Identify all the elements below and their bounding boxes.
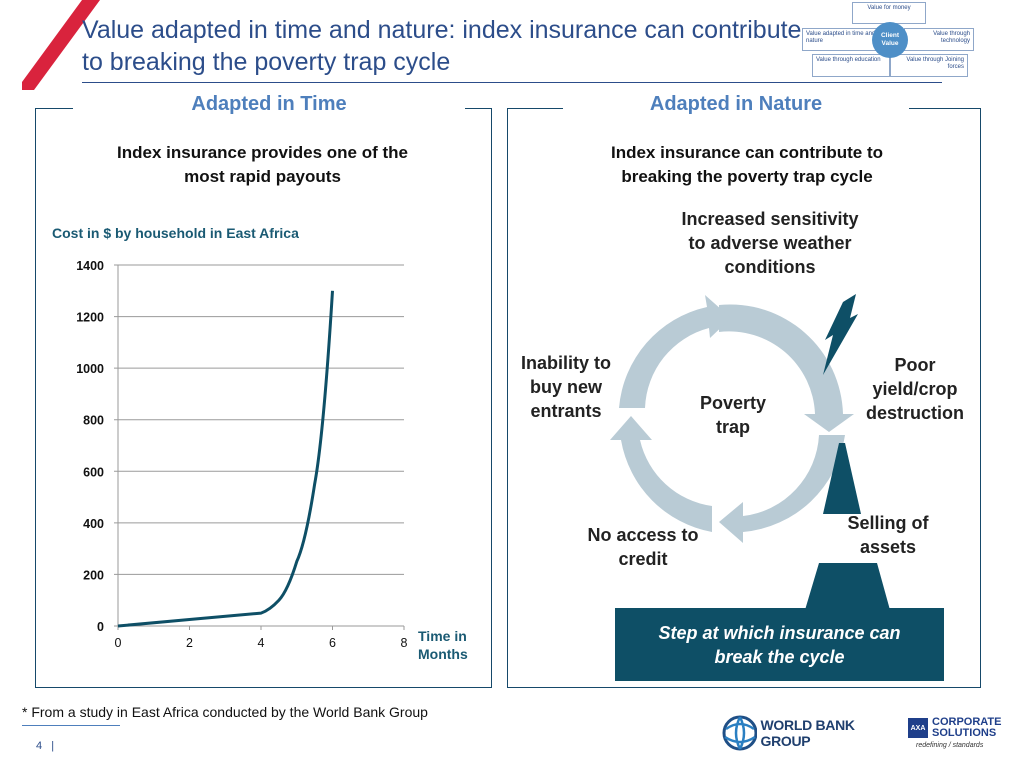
value-diagram-bottom-left: Value through education [812, 54, 890, 77]
lightning-bolt-icon [823, 294, 858, 375]
y-tick-label: 1000 [76, 362, 104, 376]
left-panel-subtitle: Index insurance provides one of the most… [117, 143, 408, 186]
cycle-label-bottom-right: Selling of assets [847, 513, 929, 557]
poverty-cycle-diagram [610, 294, 890, 610]
y-tick-label: 600 [83, 465, 104, 479]
value-diagram-left: Value adapted in time and nature [802, 28, 880, 51]
footnote-rule [22, 725, 120, 726]
footnote: * From a study in East Africa conducted … [22, 704, 428, 720]
left-panel-heading: Adapted in Time [73, 93, 465, 121]
cycle-arrow-4 [619, 295, 731, 408]
x-tick-label: 2 [186, 636, 193, 650]
axa-logo: AXA CORPORATE SOLUTIONS redefining / sta… [908, 716, 1008, 756]
y-tick-label: 200 [83, 568, 104, 582]
red-slash-decoration [22, 0, 100, 90]
callout-pointer-shape [805, 563, 890, 610]
title-rule [82, 82, 942, 83]
x-axis-label: Time in Months [418, 628, 468, 662]
cycle-label-top: Increased sensitivity to adverse weather… [681, 209, 859, 277]
axa-tagline: redefining / standards [916, 742, 984, 749]
page-number-value: 4 [36, 740, 43, 752]
x-tick-label: 6 [329, 636, 336, 650]
x-tick-label: 8 [401, 636, 408, 650]
value-diagram-top: Value for money [852, 2, 926, 24]
cycle-label-right: Poor yield/crop destruction [865, 355, 964, 423]
axa-mark-icon: AXA [908, 718, 928, 738]
client-value-label: Client Value [880, 32, 900, 47]
axa-line2: SOLUTIONS [932, 727, 997, 739]
insurance-callout-text: Step at which insurance can break the cy… [658, 622, 901, 667]
value-diagram: Value for money Value adapted in time an… [800, 2, 975, 78]
axa-line1: CORPORATE [932, 716, 1002, 728]
right-panel-subtitle: Index insurance can contribute to breaki… [610, 143, 884, 186]
x-tick-label: 0 [115, 636, 122, 650]
x-tick-label: 4 [258, 636, 265, 650]
world-bank-wordmark: WORLD BANK GROUP [760, 717, 856, 749]
client-value-circle: Client Value [872, 22, 908, 58]
cycle-label-left: Inability to buy new entrants [521, 353, 611, 421]
left-panel [35, 108, 492, 688]
y-tick-label: 800 [83, 414, 104, 428]
right-panel-heading: Adapted in Nature [563, 93, 909, 121]
cycle-arrow-2 [719, 435, 845, 543]
right-panel [507, 108, 981, 688]
y-tick-label: 1200 [76, 311, 104, 325]
y-tick-label: 0 [97, 620, 104, 634]
warning-triangle-shape [823, 443, 861, 514]
cost-series-line [117, 290, 334, 628]
y-tick-label: 1400 [76, 259, 104, 273]
axa-mark-text: AXA [910, 724, 926, 732]
chart-title: Cost in $ by household in East Africa [52, 225, 299, 241]
cycle-label-bottom-left: No access to credit [587, 525, 699, 569]
cycle-center-label: Poverty trap [699, 393, 767, 437]
globe-icon [722, 715, 757, 751]
cost-chart: 0 200 400 600 800 1000 1200 1400 0 2 4 6 8 [76, 259, 408, 650]
page-number: 4 | [36, 740, 54, 752]
world-bank-logo: WORLD BANK GROUP [722, 714, 902, 752]
value-diagram-bottom-right: Value through Joining forces [890, 54, 968, 77]
slide-title: Value adapted in time and nature: index … [82, 16, 802, 76]
value-diagram-right: Value through technology [904, 28, 974, 51]
page-separator: | [51, 740, 55, 752]
cycle-arrow-1 [719, 304, 854, 432]
cycle-arrow-3 [610, 416, 712, 532]
y-tick-label: 400 [83, 517, 104, 531]
insurance-callout: Step at which insurance can break the cy… [615, 608, 944, 681]
